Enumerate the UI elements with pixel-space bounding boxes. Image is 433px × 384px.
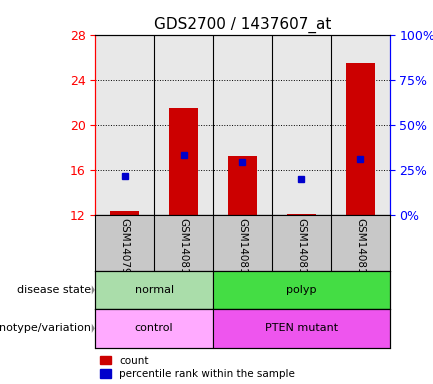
Text: genotype/variation: genotype/variation bbox=[0, 323, 91, 333]
Text: GSM140817: GSM140817 bbox=[296, 218, 307, 281]
Text: GSM140818: GSM140818 bbox=[355, 218, 365, 281]
Text: GSM140813: GSM140813 bbox=[237, 218, 248, 281]
Text: PTEN mutant: PTEN mutant bbox=[265, 323, 338, 333]
Bar bbox=[95, 271, 213, 309]
Title: GDS2700 / 1437607_at: GDS2700 / 1437607_at bbox=[154, 17, 331, 33]
Text: GSM140816: GSM140816 bbox=[178, 218, 189, 281]
Bar bbox=[346, 63, 375, 215]
Text: normal: normal bbox=[135, 285, 174, 295]
Bar bbox=[287, 214, 316, 215]
Bar bbox=[213, 309, 390, 348]
Text: disease state: disease state bbox=[17, 285, 91, 295]
Text: polyp: polyp bbox=[286, 285, 317, 295]
Text: GSM140792: GSM140792 bbox=[120, 218, 130, 281]
Text: control: control bbox=[135, 323, 174, 333]
Legend: count, percentile rank within the sample: count, percentile rank within the sample bbox=[100, 356, 295, 379]
Bar bbox=[110, 210, 139, 215]
Bar bbox=[95, 309, 213, 348]
Bar bbox=[169, 108, 198, 215]
Bar bbox=[213, 271, 390, 309]
Bar bbox=[228, 156, 257, 215]
